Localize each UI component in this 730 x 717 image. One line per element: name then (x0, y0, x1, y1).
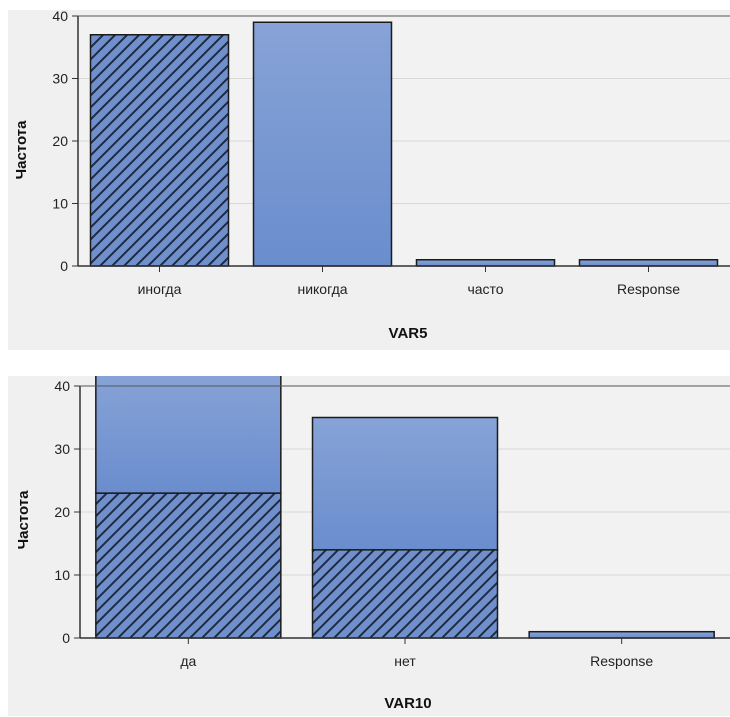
y-tick-label: 30 (54, 441, 70, 457)
chart-var10-svg: да нет Response 0 10 20 30 40 Частота VAR10 (15, 376, 730, 712)
bar-Response (528, 630, 715, 639)
bar-да-hatched (95, 492, 282, 639)
x-tick-label: иногда (138, 281, 182, 297)
chart-var10: да нет Response 0 10 20 30 40 Частота VAR10 (8, 376, 730, 716)
bar-часто (415, 259, 556, 267)
y-tick-label: 10 (54, 567, 70, 583)
y-tick-label: 10 (52, 196, 68, 212)
y-tick-label: 40 (52, 10, 68, 24)
x-tick-label: Response (590, 653, 653, 669)
y-tick-label: 30 (52, 71, 68, 87)
bar-да (95, 376, 282, 494)
bar-никогда (252, 21, 393, 267)
y-tick-label: 0 (62, 630, 70, 646)
x-tick-label: никогда (297, 281, 347, 297)
chart-var5: иногда никогда часто Response 0 10 20 30 40 Част… (8, 10, 730, 350)
chart-var5-svg: иногда никогда часто Response 0 10 20 30 40 Част… (13, 10, 730, 342)
x-axis-title: VAR5 (389, 325, 428, 342)
bar-нет (311, 416, 499, 551)
x-tick-label: да (180, 653, 196, 669)
y-axis-title: Частота (13, 120, 30, 180)
y-tick-label: 20 (54, 504, 70, 520)
x-tick-label: часто (467, 281, 503, 297)
x-tick-label: нет (394, 653, 416, 669)
x-axis-title: VAR10 (384, 695, 431, 712)
x-tick-label: Response (617, 281, 680, 297)
y-tick-label: 40 (54, 378, 70, 394)
y-tick-label: 20 (52, 133, 68, 149)
y-tick-label: 0 (60, 258, 68, 274)
bar-нет-hatched (311, 549, 499, 639)
bar-Response (578, 259, 719, 267)
y-axis-title: Частота (15, 490, 32, 550)
bar-иногда-hatched (89, 34, 230, 267)
